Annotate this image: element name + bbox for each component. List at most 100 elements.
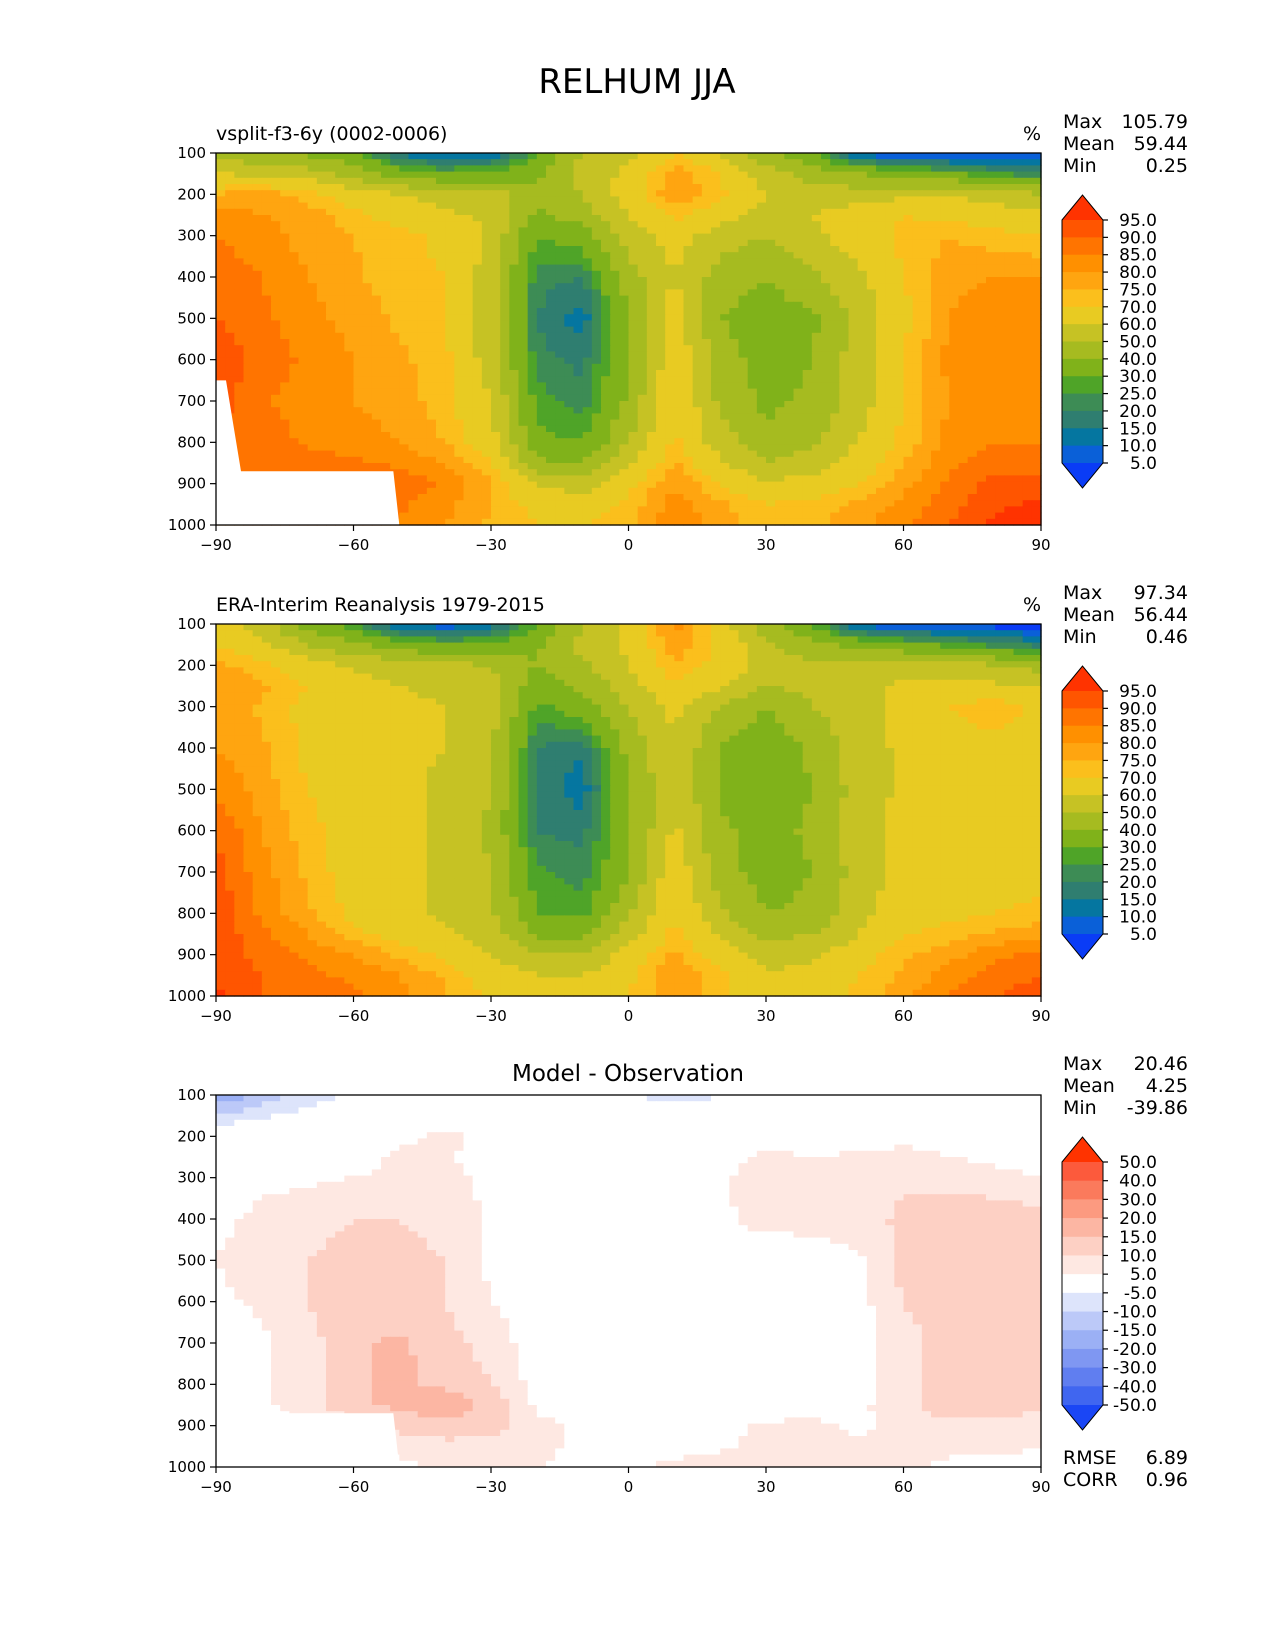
contour-cell — [491, 209, 501, 216]
contour-cell — [665, 345, 675, 352]
contour-cell — [794, 240, 804, 247]
contour-cell — [519, 314, 529, 321]
contour-cell — [344, 153, 354, 160]
contour-cell — [812, 358, 822, 365]
contour-cell — [418, 240, 428, 247]
contour-cell — [399, 277, 409, 284]
contour-cell — [647, 426, 657, 433]
contour-cell — [711, 401, 721, 408]
contour-cell — [720, 159, 730, 166]
contour-cell — [436, 407, 446, 414]
contour-cell — [363, 215, 373, 222]
contour-cell — [1032, 283, 1042, 290]
contour-cell — [528, 203, 538, 210]
contour-cell — [528, 258, 538, 265]
contour-cell — [986, 165, 996, 172]
contour-cell — [399, 382, 409, 389]
contour-cell — [647, 159, 657, 166]
contour-cell — [821, 389, 831, 396]
contour-cell — [509, 320, 519, 327]
contour-cell — [913, 320, 923, 327]
contour-cell — [445, 308, 455, 315]
contour-cell — [335, 165, 345, 172]
contour-cell — [913, 364, 923, 371]
contour-cell — [409, 265, 419, 272]
contour-cell — [253, 432, 263, 439]
contour-cell — [244, 438, 254, 445]
contour-cell — [775, 370, 785, 377]
contour-cell — [931, 401, 941, 408]
contour-cell — [720, 265, 730, 272]
contour-cell — [986, 438, 996, 445]
contour-cell — [812, 227, 822, 234]
contour-cell — [354, 252, 364, 259]
contour-cell — [399, 227, 409, 234]
contour-cell — [922, 463, 932, 470]
contour-cell — [289, 407, 299, 414]
contour-cell — [418, 308, 428, 315]
contour-cell — [720, 258, 730, 265]
contour-cell — [427, 314, 437, 321]
contour-cell — [913, 488, 923, 495]
contour-cell — [555, 159, 565, 166]
contour-cell — [464, 444, 474, 451]
contour-cell — [665, 451, 675, 458]
contour-cell — [775, 432, 785, 439]
contour-cell — [1032, 296, 1042, 303]
contour-cell — [234, 314, 244, 321]
contour-cell — [546, 475, 556, 482]
contour-cell — [519, 407, 529, 414]
contour-cell — [638, 376, 648, 383]
contour-cell — [885, 370, 895, 377]
contour-cell — [271, 358, 281, 365]
contour-cell — [766, 457, 776, 464]
contour-cell — [876, 271, 886, 278]
contour-cell — [638, 165, 648, 172]
contour-cell — [253, 376, 263, 383]
contour-cell — [858, 172, 868, 179]
contour-cell — [500, 172, 510, 179]
contour-cell — [949, 172, 959, 179]
contour-cell — [418, 389, 428, 396]
contour-cell — [748, 376, 758, 383]
contour-cell — [354, 364, 364, 371]
contour-cell — [436, 234, 446, 241]
contour-cell — [876, 252, 886, 259]
contour-cell — [940, 184, 950, 191]
contour-cell — [491, 401, 501, 408]
contour-cell — [354, 401, 364, 408]
contour-cell — [555, 451, 565, 458]
contour-cell — [280, 265, 290, 272]
contour-cell — [491, 308, 501, 315]
contour-cell — [876, 165, 886, 172]
contour-cell — [253, 333, 263, 340]
contour-cell — [436, 376, 446, 383]
contour-cell — [344, 271, 354, 278]
contour-cell — [794, 289, 804, 296]
contour-cell — [537, 308, 547, 315]
contour-cell — [326, 451, 336, 458]
contour-cell — [647, 376, 657, 383]
contour-cell — [821, 240, 831, 247]
contour-cell — [610, 283, 620, 290]
contour-cell — [363, 178, 373, 185]
contour-cell — [574, 432, 584, 439]
contour-cell — [372, 165, 382, 172]
contour-cell — [693, 451, 703, 458]
contour-cell — [454, 246, 464, 253]
contour-cell — [757, 302, 767, 309]
contour-cell — [959, 153, 969, 160]
contour-cell — [280, 172, 290, 179]
contour-cell — [308, 153, 318, 160]
contour-cell — [830, 277, 840, 284]
contour-cell — [995, 339, 1005, 346]
contour-cell — [445, 240, 455, 247]
contour-cell — [528, 382, 538, 389]
contour-cell — [711, 438, 721, 445]
contour-cell — [519, 234, 529, 241]
contour-cell — [739, 457, 749, 464]
contour-cell — [317, 178, 327, 185]
contour-cell — [482, 203, 492, 210]
contour-cell — [867, 475, 877, 482]
contour-cell — [399, 358, 409, 365]
